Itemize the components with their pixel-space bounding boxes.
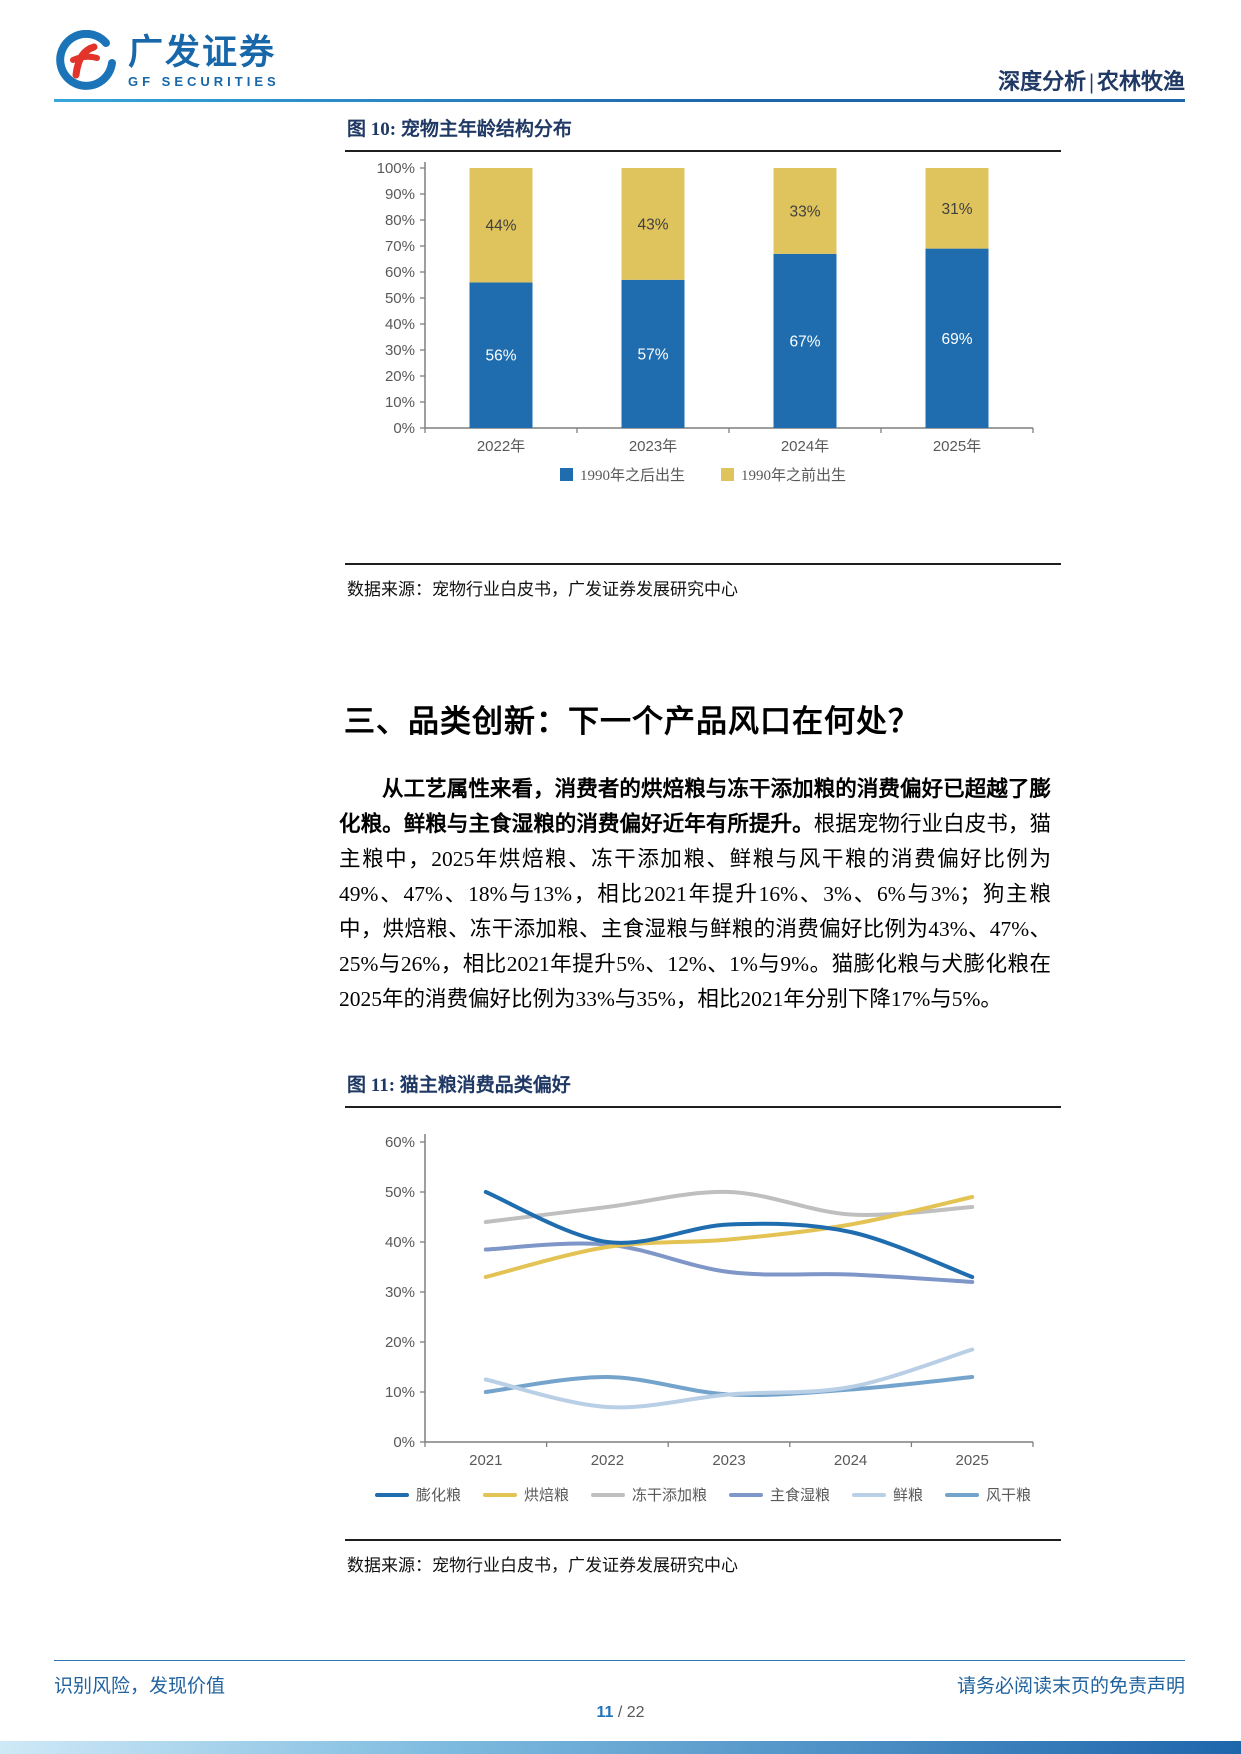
figure-11-source: 数据来源：宠物行业白皮书，广发证券发展研究中心	[345, 1539, 1061, 1576]
brand-name-cn: 广发证券	[128, 33, 277, 73]
legend-line-icon	[729, 1492, 763, 1497]
section-heading: 三、品类创新：下一个产品风口在何处？	[344, 704, 920, 739]
legend-item: 烘焙粮	[482, 1484, 569, 1505]
doc-type-label: 深度分析	[998, 69, 1087, 94]
svg-text:2025年: 2025年	[933, 438, 981, 455]
legend-line-icon	[482, 1492, 517, 1497]
legend-label: 风干粮	[986, 1488, 1032, 1504]
svg-text:30%: 30%	[385, 342, 415, 359]
legend-item: 鲜粮	[852, 1484, 923, 1505]
footer-rule	[54, 1660, 1185, 1661]
figure-11-title: 图 11: 猫主粮消费品类偏好	[345, 1068, 1061, 1108]
svg-text:0%: 0%	[393, 420, 415, 437]
legend-label: 1990年之后出生	[579, 468, 685, 484]
gf-logo-icon	[56, 30, 116, 90]
footer-bar	[0, 1741, 1241, 1754]
legend-item: 风干粮	[945, 1484, 1031, 1505]
body-paragraph-regular: 根据宠物行业白皮书，猫主粮中，2025年烘焙粮、冻干添加粮、鲜粮与风干粮的消费偏…	[339, 812, 1051, 1011]
svg-text:2022年: 2022年	[477, 438, 525, 455]
svg-text:50%: 50%	[385, 1184, 415, 1201]
legend-line-icon	[852, 1492, 887, 1497]
legend-item: 冻干添加粮	[590, 1484, 707, 1505]
figure-10-stacked-bar-chart: 0% 10% 20% 30% 40% 50% 60% 70% 80% 90% 100% 2022年 56…	[377, 160, 1034, 455]
header-divider: |	[1089, 69, 1094, 94]
svg-text:31%: 31%	[941, 201, 972, 218]
svg-text:43%: 43%	[637, 216, 668, 233]
svg-text:33%: 33%	[789, 203, 820, 220]
svg-text:40%: 40%	[385, 316, 415, 333]
svg-text:2025: 2025	[956, 1452, 989, 1469]
legend-item: 膨化粮	[374, 1484, 461, 1505]
footer-slogan: 识别风险，发现价值	[54, 1676, 226, 1697]
legend-square-icon	[721, 468, 734, 481]
svg-text:60%: 60%	[385, 264, 415, 281]
svg-text:50%: 50%	[385, 290, 415, 307]
svg-text:56%: 56%	[485, 348, 516, 365]
svg-text:40%: 40%	[385, 1234, 415, 1251]
svg-text:44%: 44%	[485, 218, 516, 235]
svg-text:0%: 0%	[393, 1434, 415, 1451]
sector-label: 农林牧渔	[1096, 69, 1185, 94]
legend-line-icon	[590, 1492, 625, 1497]
header-rule	[54, 99, 1185, 102]
page-total: 22	[626, 1704, 645, 1721]
svg-text:30%: 30%	[385, 1284, 415, 1301]
svg-text:2021: 2021	[469, 1452, 502, 1469]
svg-text:10%: 10%	[385, 394, 415, 411]
svg-text:57%: 57%	[637, 346, 668, 363]
figure-10-source: 数据来源：宠物行业白皮书，广发证券发展研究中心	[345, 563, 1061, 600]
svg-text:2024: 2024	[834, 1452, 867, 1469]
legend-label: 1990年之前出生	[741, 468, 847, 484]
figure-10-legend: 1990年之后出生 1990年之前出生	[345, 464, 1061, 485]
svg-text:2023: 2023	[712, 1452, 745, 1469]
figure-11-line-chart: 0% 10% 20% 30% 40% 50% 60% 2021 2022 2023 2024 2025	[385, 1134, 1034, 1469]
svg-text:67%: 67%	[789, 333, 820, 350]
figure-10-title: 图 10: 宠物主年龄结构分布	[345, 112, 1061, 152]
figure-10: 图 10: 宠物主年龄结构分布 0% 10% 20% 30% 40% 50% 60% 70% 8…	[345, 112, 1061, 600]
legend-line-icon	[945, 1492, 980, 1497]
legend-label: 冻干添加粮	[631, 1488, 707, 1504]
svg-text:60%: 60%	[385, 1134, 415, 1151]
page-number: 11 / 22	[0, 1704, 1241, 1722]
svg-text:100%: 100%	[377, 160, 415, 177]
legend-label: 膨化粮	[415, 1488, 461, 1504]
body-paragraph-bold: 从工艺属性来看，消费者的烘焙粮与冻干添加粮的消费偏好已超越了膨化粮。鲜粮与主食湿…	[339, 777, 1051, 836]
figure-11-legend: 膨化粮 烘焙粮 冻干添加粮 主食湿粮 鲜粮 风干粮	[345, 1484, 1061, 1505]
report-category: 深度分析 | 农林牧渔	[998, 64, 1185, 96]
svg-text:20%: 20%	[385, 1334, 415, 1351]
legend-line-icon	[374, 1492, 409, 1497]
svg-text:20%: 20%	[385, 368, 415, 385]
legend-label: 鲜粮	[893, 1488, 924, 1504]
svg-text:70%: 70%	[385, 238, 415, 255]
svg-text:2023年: 2023年	[629, 438, 677, 455]
legend-square-icon	[559, 468, 573, 481]
page-current: 11	[596, 1704, 614, 1721]
page-separator: /	[617, 1704, 623, 1721]
body-paragraph: 从工艺属性来看，消费者的烘焙粮与冻干添加粮的消费偏好已超越了膨化粮。鲜粮与主食湿…	[339, 772, 1051, 1017]
footer-disclaimer: 请务必阅读末页的免责声明	[956, 1676, 1185, 1697]
legend-label: 烘焙粮	[523, 1488, 569, 1504]
brand-logo: 广发证券 GF SECURITIES	[54, 30, 280, 94]
legend-item: 1990年之前出生	[721, 464, 846, 485]
legend-item: 主食湿粮	[729, 1484, 830, 1505]
legend-item: 1990年之后出生	[559, 464, 685, 485]
svg-text:10%: 10%	[385, 1384, 415, 1401]
svg-text:80%: 80%	[385, 212, 415, 229]
svg-text:90%: 90%	[385, 186, 415, 203]
brand-name-en: GF SECURITIES	[128, 74, 280, 90]
svg-text:2022: 2022	[591, 1452, 624, 1469]
legend-label: 主食湿粮	[770, 1488, 831, 1504]
svg-text:69%: 69%	[941, 331, 972, 348]
figure-11: 图 11: 猫主粮消费品类偏好 0% 10% 20% 30% 40% 50% 60% 2021…	[345, 1068, 1061, 1576]
svg-text:2024年: 2024年	[781, 438, 829, 455]
